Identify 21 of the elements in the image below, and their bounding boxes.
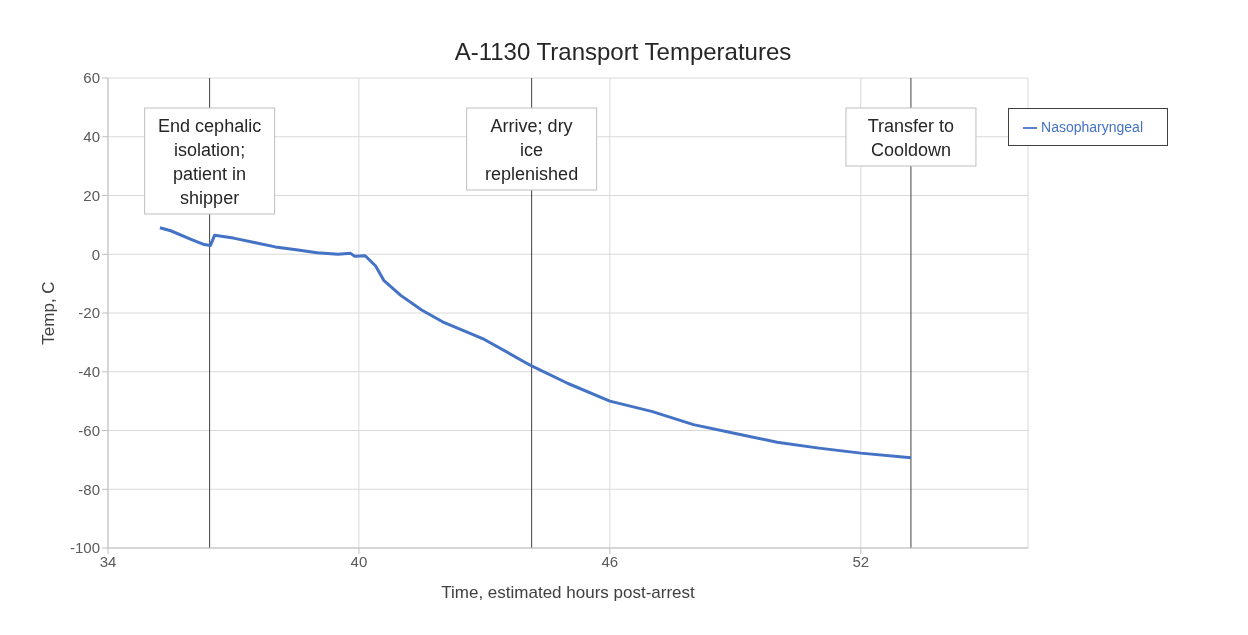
y-tick-label: -60: [78, 421, 100, 439]
x-tick-label: 46: [601, 552, 619, 570]
ref-line-label: Transfer to Cooldown: [867, 116, 955, 160]
y-tick-label: -100: [69, 539, 100, 557]
line-series: [158, 226, 913, 460]
legend-label: Nasopharyngeal: [1041, 119, 1143, 135]
x-tick-label: 40: [350, 552, 368, 570]
chart-title: A-1130 Transport Temperatures: [454, 38, 792, 65]
y-tick-label: -80: [78, 480, 100, 498]
y-tick-label: -40: [78, 363, 100, 381]
x-tick-label: 52: [852, 552, 870, 570]
ref-line-label: End cephalic isolation; patient in shipper: [158, 116, 262, 208]
x-axis-title: Time, estimated hours post-arrest: [441, 583, 696, 602]
y-tick-label: 60: [83, 69, 100, 87]
y-tick-label: 0: [91, 245, 100, 263]
ref-line-label: Arrive; dry ice replenished: [485, 116, 579, 184]
y-tick-label: 20: [83, 186, 100, 204]
x-tick-label: 34: [99, 552, 117, 570]
y-tick-label: -20: [78, 304, 100, 322]
y-tick-label: 40: [83, 128, 100, 146]
y-axis-title: Temp, C: [39, 281, 59, 345]
